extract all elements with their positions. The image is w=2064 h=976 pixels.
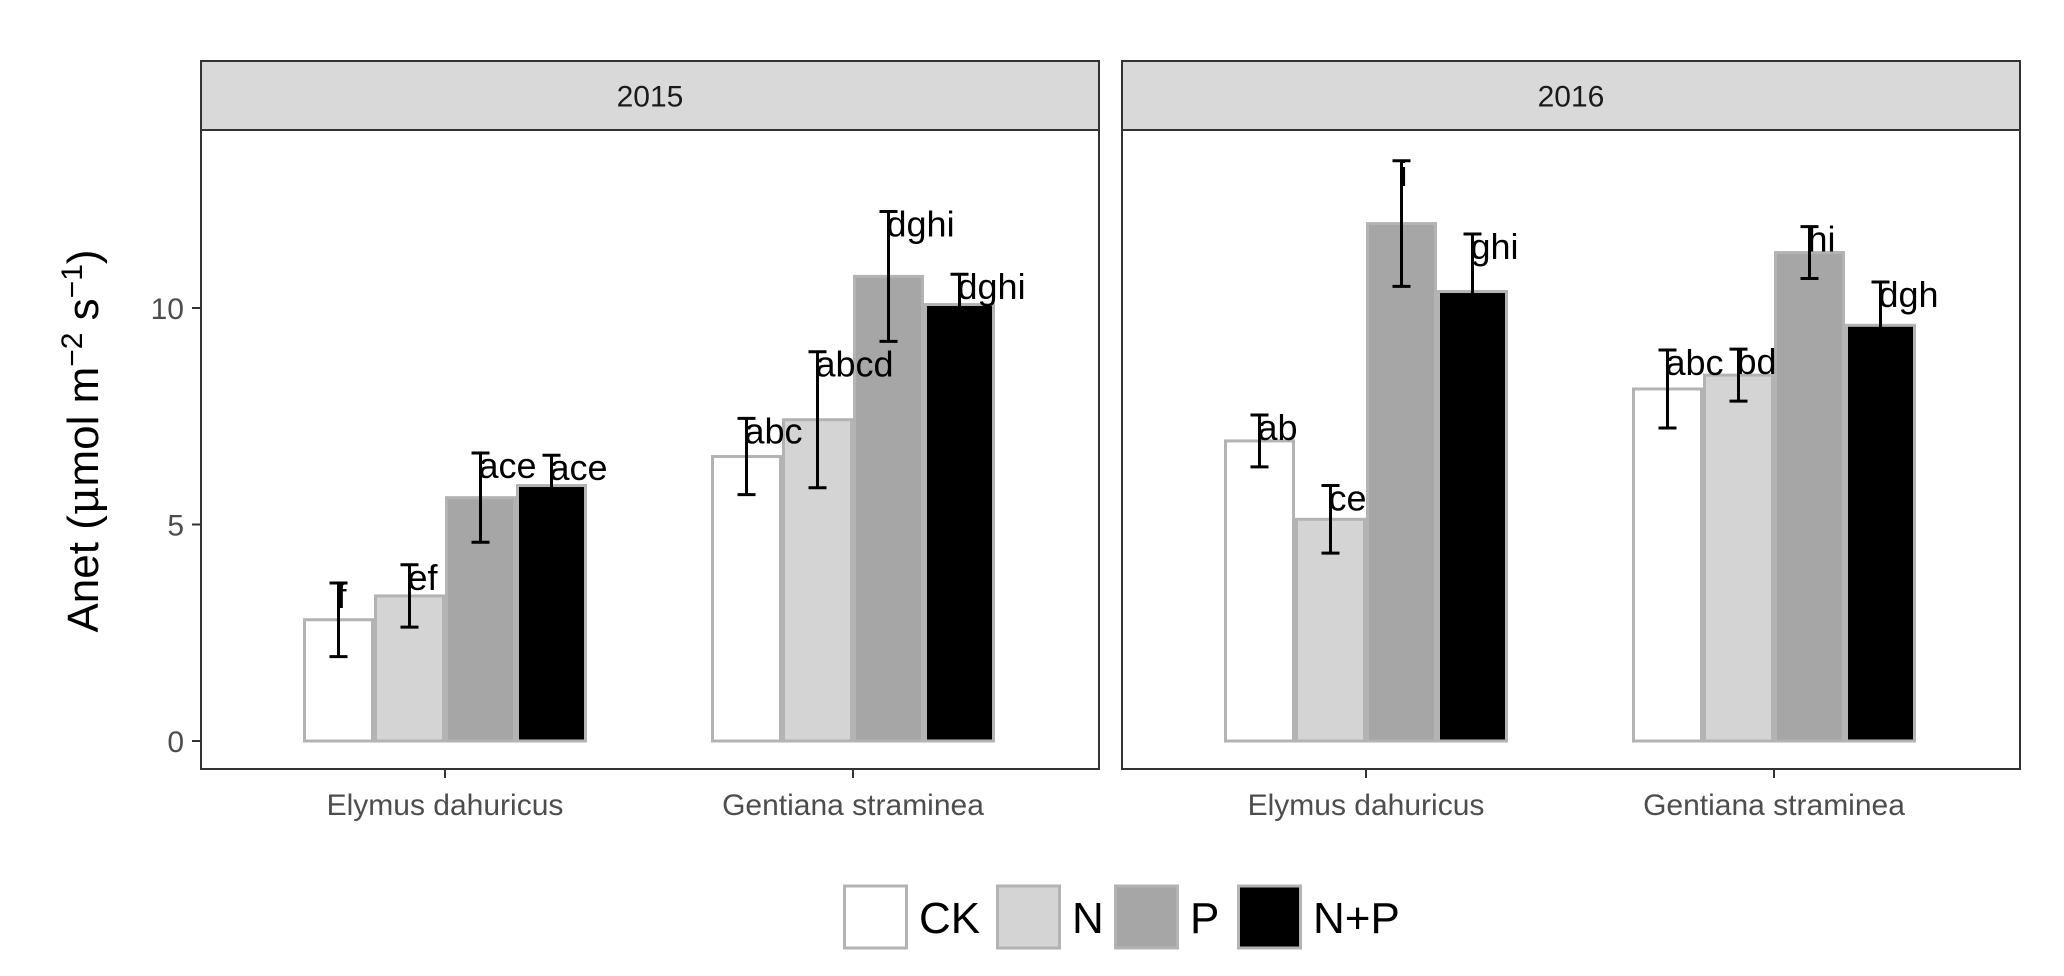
legend-swatch bbox=[996, 884, 1061, 950]
bar bbox=[1224, 439, 1295, 743]
significance-label: ef bbox=[408, 557, 439, 598]
legend-label: N bbox=[1072, 894, 1104, 943]
significance-label: hi bbox=[1808, 219, 1836, 260]
significance-label: i bbox=[1400, 153, 1408, 194]
y-axis-title: Anet (μmol m−2 s−1) bbox=[56, 249, 110, 632]
legend-label: N+P bbox=[1313, 894, 1400, 943]
legend-item-n: N bbox=[996, 884, 1104, 950]
legend-swatch bbox=[843, 884, 908, 950]
y-axis-title-part: Anet ( bbox=[59, 515, 108, 633]
significance-label: ce bbox=[1329, 478, 1367, 519]
facet-strip-title: 2016 bbox=[1538, 81, 1605, 114]
significance-label: abc bbox=[745, 410, 803, 451]
significance-label: ab bbox=[1258, 407, 1298, 448]
significance-label: abcd bbox=[816, 344, 894, 385]
y-axis-title-part: mol m bbox=[59, 367, 108, 487]
x-tick-label: Elymus dahuricus bbox=[1248, 789, 1485, 822]
bar bbox=[1437, 290, 1508, 743]
facet-strip-title: 2015 bbox=[617, 81, 684, 114]
legend-label: CK bbox=[919, 894, 980, 943]
significance-label: abc bbox=[1666, 342, 1724, 383]
significance-label: f bbox=[337, 575, 348, 616]
bar bbox=[1703, 373, 1774, 743]
significance-label: ghi bbox=[1471, 226, 1519, 267]
legend-item-ck: CK bbox=[843, 884, 980, 950]
legend-swatch bbox=[1114, 884, 1179, 950]
y-axis-title-part: −1 bbox=[56, 264, 89, 298]
y-axis-title-part: s bbox=[59, 298, 108, 332]
bar bbox=[1632, 387, 1703, 743]
bar bbox=[445, 496, 516, 743]
legend-swatch bbox=[1237, 884, 1302, 950]
legend: CK N P N+P bbox=[843, 884, 1400, 950]
bar bbox=[924, 303, 995, 743]
bar bbox=[516, 484, 587, 743]
facet-strip bbox=[200, 60, 1100, 131]
legend-label: P bbox=[1190, 894, 1219, 943]
y-axis-title-part: ) bbox=[59, 249, 108, 264]
significance-label: dgh bbox=[1879, 274, 1939, 315]
x-tick-label: Gentiana straminea bbox=[722, 789, 984, 822]
x-tick-label: Elymus dahuricus bbox=[327, 789, 564, 822]
bar bbox=[374, 594, 445, 743]
x-tick-label: Gentiana straminea bbox=[1643, 789, 1905, 822]
bar bbox=[1845, 323, 1916, 743]
facet-strip bbox=[1121, 60, 2021, 131]
y-axis-title-part: μ bbox=[58, 487, 109, 516]
y-tick-label: 5 bbox=[167, 510, 184, 543]
bar bbox=[1774, 251, 1845, 743]
y-axis: 0 5 10 bbox=[151, 293, 201, 759]
bar-group-1: abc bd hi dgh Gentiana straminea bbox=[1632, 219, 1939, 822]
bar bbox=[853, 274, 924, 743]
significance-label: bd bbox=[1737, 341, 1777, 382]
significance-label: ace bbox=[550, 447, 608, 488]
significance-label: dghi bbox=[887, 203, 955, 244]
significance-label: ace bbox=[479, 445, 537, 486]
legend-item-npp: N+P bbox=[1237, 884, 1400, 950]
y-tick-label: 0 bbox=[167, 726, 184, 759]
y-tick-label: 10 bbox=[151, 293, 184, 326]
y-axis-title-part: −2 bbox=[56, 333, 89, 367]
bar-group-0: f ef ace ace Elymus dahuricus bbox=[303, 445, 608, 822]
bar bbox=[711, 455, 782, 743]
legend-item-p: P bbox=[1114, 884, 1219, 950]
significance-label: dghi bbox=[958, 266, 1026, 307]
bar bbox=[1366, 222, 1437, 743]
